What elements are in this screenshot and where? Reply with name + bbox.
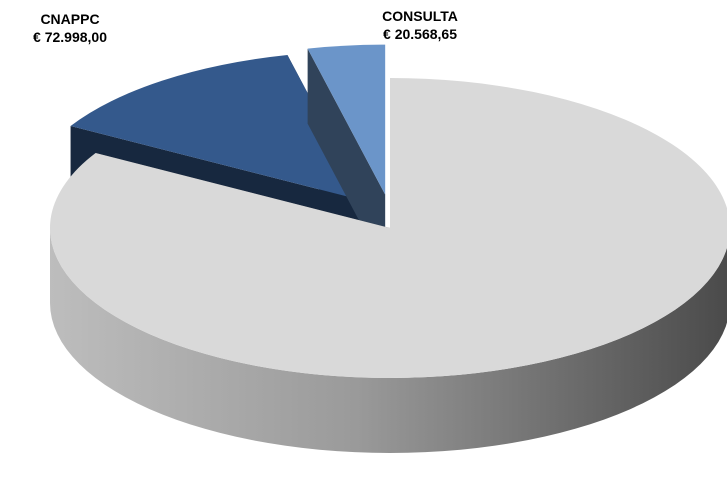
slice-label: CONSULTA [382,8,458,24]
slice-wall [50,228,727,453]
slice [70,54,365,202]
slice [50,78,727,378]
slice-side [307,48,386,270]
slice-value-label: € 20.568,65 [383,26,457,42]
slice [307,44,386,195]
slice-value-label: € 72.998,00 [33,29,107,45]
slice-label: CNAPPC [40,11,99,27]
